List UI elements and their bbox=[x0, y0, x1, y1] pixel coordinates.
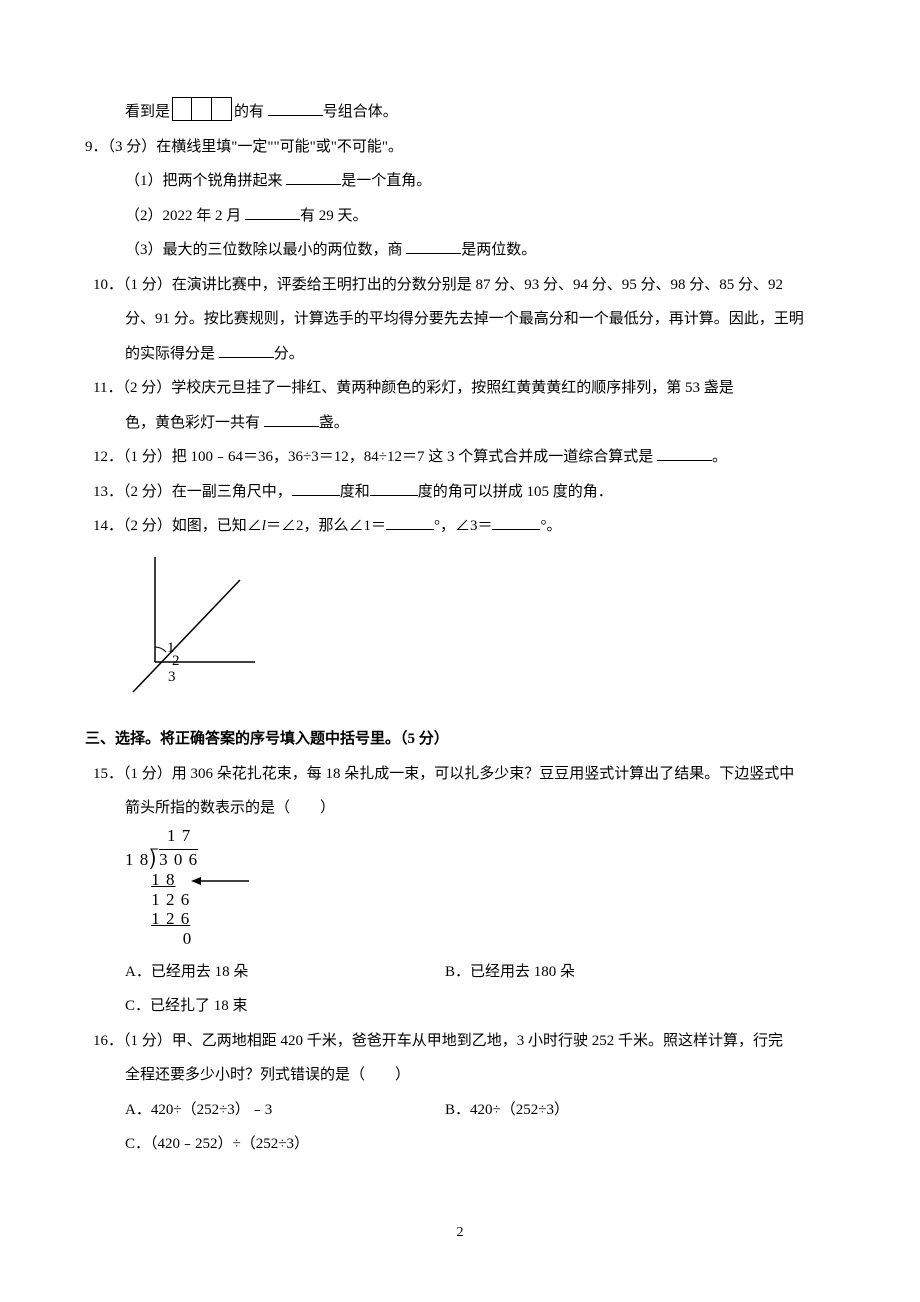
q13-b: 度和 bbox=[340, 484, 370, 500]
q10-3a: 的实际得分是 bbox=[125, 346, 219, 362]
page-number: 2 bbox=[85, 1217, 835, 1249]
q16-line2: 全程还要多少小时？列式错误的是（ ） bbox=[85, 1058, 835, 1093]
three-box-icon bbox=[172, 97, 232, 121]
q13-c: 度的角可以拼成 105 度的角． bbox=[418, 484, 613, 500]
q14-b: ＝∠2，那么∠1＝ bbox=[266, 518, 386, 534]
q11-line1: 11．（2 分）学校庆元旦挂了一排红、黄两种颜色的彩灯，按照红黄黄黄红的顺序排列… bbox=[85, 371, 835, 406]
q10-line2: 分、91 分。按比赛规则，计算选手的平均得分要先去掉一个最高分和一个最低分，再计… bbox=[85, 302, 835, 337]
q8-mid: 的有 bbox=[234, 104, 268, 120]
q9-3b: 是两位数。 bbox=[461, 242, 536, 258]
q9-2a: （2）2022 年 2 月 bbox=[125, 208, 245, 224]
q15-line1: 15．（1 分）用 306 朵花扎花束，每 18 朵扎成一束，可以扎多少束？豆豆… bbox=[85, 757, 835, 792]
q9-1a: （1）把两个锐角拼起来 bbox=[125, 173, 286, 189]
q11-2a: 色，黄色彩灯一共有 bbox=[125, 415, 264, 431]
q16-opt-c[interactable]: C．（420﹣252）÷（252÷3） bbox=[85, 1127, 835, 1162]
q15-opt-b[interactable]: B．已经用去 180 朵 bbox=[445, 955, 575, 990]
q9-3a: （3）最大的三位数除以最小的两位数，商 bbox=[125, 242, 406, 258]
q13-blank1[interactable] bbox=[292, 481, 340, 496]
q14-blank2[interactable] bbox=[492, 515, 540, 530]
q10-line1: 10．（1 分）在演讲比赛中，评委给王明打出的分数分别是 87 分、93 分、9… bbox=[85, 268, 835, 303]
q15-opt-c[interactable]: C．已经扎了 18 束 bbox=[85, 989, 835, 1024]
q16-opt-b[interactable]: B．420÷（252÷3） bbox=[445, 1093, 569, 1128]
q15-line2: 箭头所指的数表示的是（ ） bbox=[85, 791, 835, 826]
q9-1-blank[interactable] bbox=[286, 170, 341, 185]
q9-header: 9．（3 分）在横线里填"一定""可能"或"不可能"。 bbox=[85, 130, 835, 165]
arrow-left-icon bbox=[191, 875, 251, 887]
q8-prefix: 看到是 bbox=[125, 104, 170, 120]
q12-b: 。 bbox=[712, 449, 727, 465]
q12-a: 12．（1 分）把 100﹣64＝36，36÷3＝12，84÷12＝7 这 3 … bbox=[93, 449, 657, 465]
q9-2b: 有 29 天。 bbox=[300, 208, 368, 224]
q16-line1: 16．（1 分）甲、乙两地相距 420 千米，爸爸开车从甲地到乙地，3 小时行驶… bbox=[85, 1024, 835, 1059]
q12-blank[interactable] bbox=[657, 446, 712, 461]
angle-label-2: 2 bbox=[172, 653, 180, 669]
q11-blank[interactable] bbox=[264, 412, 319, 427]
q9-2-blank[interactable] bbox=[245, 205, 300, 220]
q14-a: 14．（2 分）如图，已知∠ bbox=[93, 518, 262, 534]
q15-opt-a[interactable]: A．已经用去 18 朵 bbox=[125, 955, 445, 990]
q9-3-blank[interactable] bbox=[406, 239, 461, 254]
q8-blank[interactable] bbox=[268, 101, 323, 116]
q13-blank2[interactable] bbox=[370, 481, 418, 496]
q14-d: °。 bbox=[540, 518, 561, 534]
section-3-heading: 三、选择。将正确答案的序号填入题中括号里。（5 分） bbox=[85, 722, 835, 757]
q11-2b: 盏。 bbox=[319, 415, 349, 431]
q14-blank1[interactable] bbox=[386, 515, 434, 530]
q10-blank[interactable] bbox=[219, 343, 274, 358]
angle-label-3: 3 bbox=[168, 669, 176, 685]
q9-1b: 是一个直角。 bbox=[341, 173, 431, 189]
q8-suffix: 号组合体。 bbox=[323, 104, 398, 120]
q13-a: 13．（2 分）在一副三角尺中， bbox=[93, 484, 292, 500]
q14-c: °，∠3＝ bbox=[434, 518, 493, 534]
q16-opt-a[interactable]: A．420÷（252÷3）﹣3 bbox=[125, 1093, 445, 1128]
angle-diagram: 1 2 3 bbox=[125, 552, 835, 711]
q10-3b: 分。 bbox=[274, 346, 304, 362]
long-division-diagram: 1 7 1 8⟌3 0 6 1 8 1 2 6 1 2 6 0 bbox=[125, 826, 835, 955]
